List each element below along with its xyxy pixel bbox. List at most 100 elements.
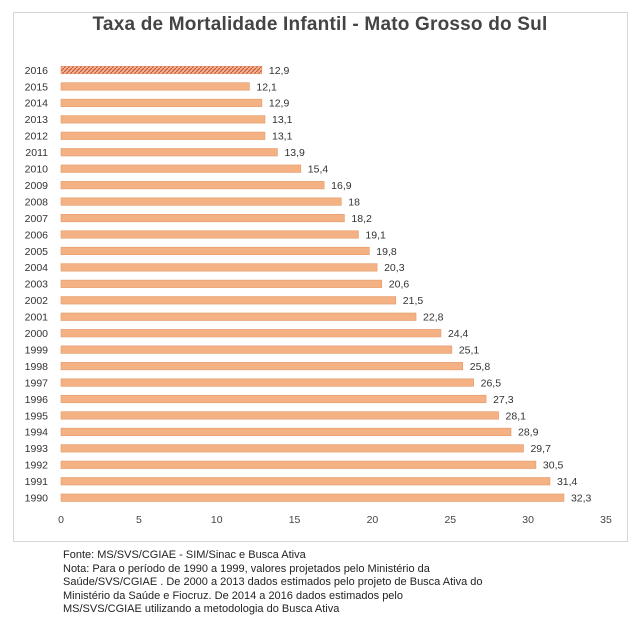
value-label-2007: 18,2	[351, 213, 372, 225]
bar-2009	[60, 181, 325, 190]
bar-2014	[60, 98, 263, 107]
category-label-2006: 2006	[25, 229, 49, 241]
source-notes: Fonte: MS/SVS/CGIAE - SIM/Sinac e Busca …	[63, 549, 583, 617]
category-label-2012: 2012	[25, 131, 49, 143]
bar-2008	[60, 197, 342, 206]
category-label-2013: 2013	[25, 114, 49, 126]
x-tick-label-0: 0	[58, 514, 64, 526]
category-label-2003: 2003	[25, 279, 49, 291]
value-label-2012: 13,1	[272, 131, 293, 143]
note-line-3: Ministério da Saúde e Fiocruz. De 2014 a…	[63, 589, 403, 602]
value-label-1991: 31,4	[557, 476, 578, 488]
note-line-source: Fonte: MS/SVS/CGIAE - SIM/Sinac e Busca …	[63, 549, 306, 561]
value-label-2006: 19,1	[365, 229, 386, 241]
bar-2013	[60, 115, 266, 124]
bar-2007	[60, 214, 345, 223]
category-labels: 2016 2015 2014 2013 2012 2011 2010 2009 2008 2007…	[25, 65, 49, 505]
category-label-2000: 2000	[25, 328, 49, 340]
x-tick-label-35: 35	[600, 514, 612, 526]
value-label-2009: 16,9	[331, 180, 352, 192]
x-axis: 0 5 10 15 20 25 30 35	[58, 514, 612, 526]
x-tick-label-15: 15	[289, 514, 301, 526]
category-label-2004: 2004	[25, 262, 49, 274]
value-label-2015: 12,1	[256, 81, 277, 93]
value-label-1994: 28,9	[518, 427, 539, 439]
bar-1992	[60, 460, 537, 469]
category-label-1998: 1998	[25, 361, 49, 373]
value-label-1998: 25,8	[470, 361, 491, 373]
bar-1991	[60, 477, 551, 486]
value-label-2013: 13,1	[272, 114, 293, 126]
value-label-2016: 12,9	[269, 65, 290, 77]
value-label-2011: 13,9	[284, 147, 305, 159]
value-label-1999: 25,1	[459, 344, 480, 356]
x-tick-label-30: 30	[522, 514, 534, 526]
category-label-2011: 2011	[25, 147, 48, 159]
bar-1995	[60, 411, 499, 420]
bar-2012	[60, 131, 266, 140]
bar-2001	[60, 312, 417, 321]
value-label-2004: 20,3	[384, 262, 405, 274]
note-line-4: MS/SVS/CGIAE utilizando a metodologia do…	[63, 603, 340, 615]
bar-2004	[60, 263, 378, 272]
x-tick-label-25: 25	[444, 514, 456, 526]
value-label-2005: 19,8	[376, 246, 397, 258]
value-label-2014: 12,9	[269, 98, 290, 110]
bar-2002	[60, 296, 397, 305]
bars-group	[60, 65, 565, 502]
value-label-2008: 18	[348, 196, 360, 208]
bar-1993	[60, 444, 524, 453]
value-label-2000: 24,4	[448, 328, 469, 340]
chart-title: Taxa de Mortalidade Infantil - Mato Gros…	[92, 14, 548, 35]
bar-1990	[60, 493, 565, 502]
bar-1997	[60, 378, 474, 387]
value-label-1993: 29,7	[530, 443, 551, 455]
x-tick-label-10: 10	[211, 514, 223, 526]
value-label-1997: 26,5	[481, 377, 502, 389]
category-label-2008: 2008	[25, 196, 49, 208]
value-label-1996: 27,3	[493, 394, 514, 406]
category-label-2002: 2002	[25, 295, 49, 307]
category-label-2007: 2007	[25, 213, 49, 225]
value-label-1995: 28,1	[506, 410, 527, 422]
value-label-2003: 20,6	[389, 279, 410, 291]
x-tick-label-5: 5	[136, 514, 142, 526]
bar-1999	[60, 345, 453, 354]
category-label-1995: 1995	[25, 410, 49, 422]
bar-2010	[60, 164, 302, 173]
category-label-1999: 1999	[25, 344, 49, 356]
bar-1994	[60, 427, 512, 436]
category-label-1994: 1994	[25, 427, 49, 439]
category-label-1996: 1996	[25, 394, 49, 406]
bar-2015	[60, 82, 250, 91]
category-label-1997: 1997	[25, 377, 49, 389]
category-label-2010: 2010	[25, 164, 49, 176]
category-label-1990: 1990	[25, 493, 49, 505]
value-label-1990: 32,3	[571, 493, 592, 505]
value-label-2001: 22,8	[423, 312, 444, 324]
bar-1996	[60, 394, 487, 404]
bar-2005	[60, 246, 370, 255]
bar-2011	[60, 148, 278, 157]
category-label-1992: 1992	[25, 460, 49, 472]
note-line-1: Nota: Para o período de 1990 a 1999, val…	[63, 562, 430, 575]
value-label-2002: 21,5	[403, 295, 424, 307]
category-label-2016: 2016	[25, 65, 49, 77]
bar-2006	[60, 230, 359, 239]
category-label-2009: 2009	[25, 180, 49, 192]
category-label-1991: 1991	[25, 476, 49, 488]
category-label-1993: 1993	[25, 443, 49, 455]
x-tick-label-20: 20	[367, 514, 379, 526]
value-label-2010: 15,4	[308, 164, 329, 176]
category-label-2005: 2005	[25, 246, 49, 258]
category-label-2001: 2001	[25, 312, 49, 324]
bar-2000	[60, 329, 442, 338]
value-labels: 12,9 12,1 12,9 13,1 13,1 13,915,416,9 18 18,2 19…	[256, 65, 591, 505]
bar-2016	[60, 65, 263, 75]
note-line-2: Saúde/SVS/CGIAE . De 2000 a 2013 dados e…	[63, 576, 483, 588]
category-label-2014: 2014	[25, 98, 49, 110]
bar-chart: 2016201520142013201220112010200920082007…	[25, 65, 612, 526]
value-label-1992: 30,5	[543, 460, 564, 472]
category-label-2015: 2015	[25, 81, 49, 93]
bar-2003	[60, 279, 383, 288]
